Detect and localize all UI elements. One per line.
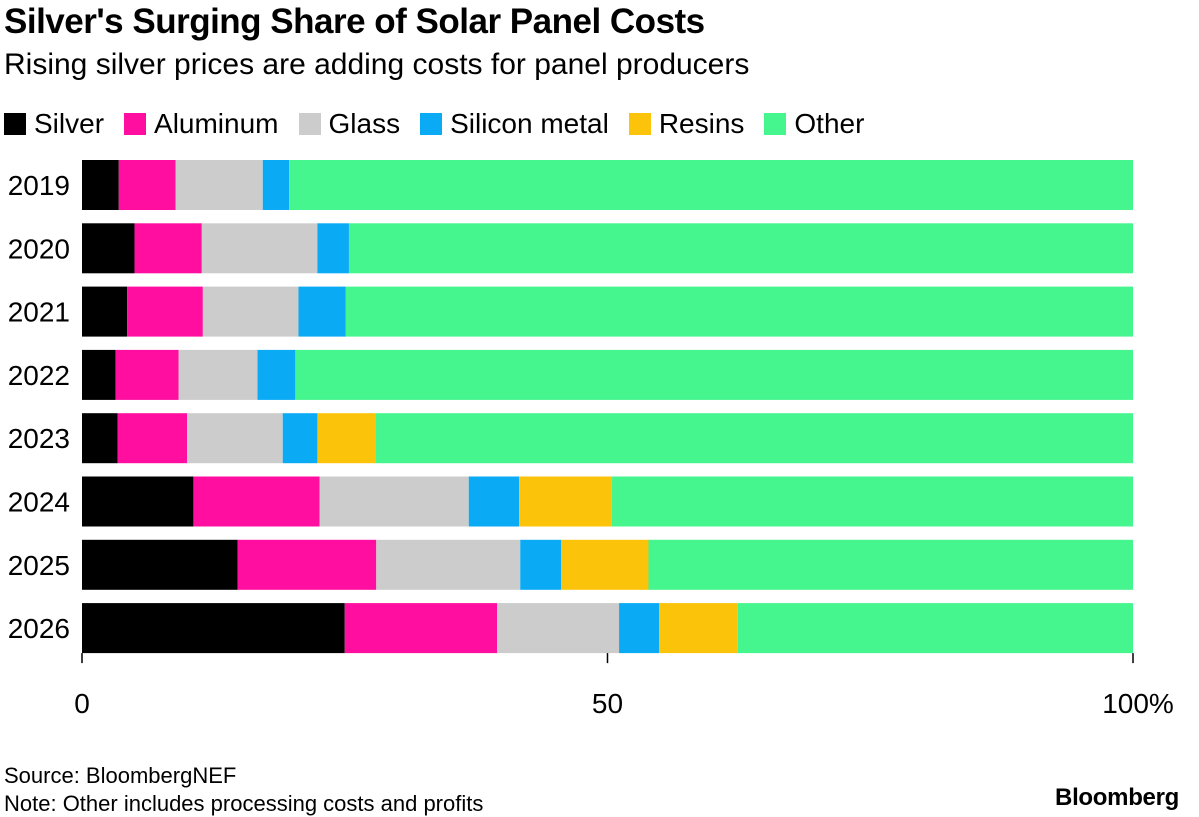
legend-label: Silver	[34, 108, 105, 139]
legend-item-silicon-metal: Silicon metal	[420, 108, 609, 140]
legend-swatch	[124, 113, 147, 135]
x-tick-label-100: 100%	[1102, 688, 1174, 719]
legend-label: Aluminum	[154, 108, 279, 139]
y-tick-label-2019: 2019	[8, 170, 70, 201]
bar-segment-other-2019	[289, 160, 1133, 210]
legend-swatch	[764, 113, 787, 135]
y-tick-label-2020: 2020	[8, 233, 70, 264]
bar-segment-other-2020	[348, 223, 1133, 274]
bar-segment-silicon-metal-2023	[282, 413, 318, 464]
bar-segment-glass-2021	[202, 286, 299, 337]
bar-segment-glass-2023	[187, 413, 283, 464]
y-tick-label-2025: 2025	[8, 550, 70, 581]
bar-segment-silicon-metal-2024	[468, 476, 520, 527]
y-tick-label-2021: 2021	[8, 297, 70, 328]
bar-segment-other-2025	[648, 539, 1133, 590]
source-text: Source: BloombergNEF	[4, 763, 237, 788]
bar-segment-aluminum-2020	[134, 223, 202, 274]
legend-item-resins: Resins	[628, 108, 745, 140]
y-tick-label-2026: 2026	[8, 613, 70, 644]
chart-title: Silver's Surging Share of Solar Panel Co…	[4, 2, 705, 41]
legend-label: Resins	[658, 108, 745, 139]
bar-segment-aluminum-2023	[117, 413, 188, 464]
bar-segment-glass-2024	[319, 476, 469, 527]
chart-subtitle: Rising silver prices are adding costs fo…	[4, 48, 750, 81]
legend-item-aluminum: Aluminum	[124, 108, 279, 140]
bloomberg-logo: Bloomberg	[1055, 784, 1179, 811]
bar-segment-glass-2020	[201, 223, 318, 274]
bar-segment-silver-2023	[82, 413, 118, 464]
bar-segment-aluminum-2021	[127, 286, 203, 337]
bar-segment-silver-2019	[82, 160, 119, 210]
legend-swatch	[4, 113, 26, 135]
bar-segment-silver-2021	[82, 286, 128, 337]
bar-segment-silver-2025	[82, 539, 238, 590]
legend-label: Other	[794, 108, 865, 139]
bar-segment-silver-2026	[82, 603, 345, 654]
bar-segment-glass-2025	[376, 539, 521, 590]
legend-swatch	[420, 113, 443, 135]
legend-swatch	[298, 113, 321, 135]
bar-segment-other-2022	[295, 349, 1134, 400]
x-tick-label-0: 0	[74, 688, 90, 719]
bar-segment-other-2021	[345, 286, 1133, 337]
bar-segment-silicon-metal-2019	[262, 160, 290, 210]
legend-item-silver: Silver	[4, 108, 104, 140]
bar-segment-aluminum-2026	[344, 603, 498, 654]
bar-segment-silver-2020	[82, 223, 135, 274]
bar-segment-resins-2026	[659, 603, 738, 654]
note-text: Note: Other includes processing costs an…	[4, 791, 484, 816]
bar-segment-silicon-metal-2025	[520, 539, 562, 590]
legend-label: Glass	[328, 108, 401, 139]
bar-segment-aluminum-2024	[193, 476, 320, 527]
legend-item-glass: Glass	[298, 108, 401, 140]
legend-item-other: Other	[764, 108, 864, 140]
y-tick-label-2023: 2023	[8, 423, 70, 454]
bar-segment-glass-2022	[178, 349, 258, 400]
bar-segment-other-2023	[375, 413, 1134, 464]
bar-segment-resins-2025	[561, 539, 649, 590]
bar-segment-silicon-metal-2021	[298, 286, 346, 337]
stacked-bar-chart: 2019 2020 2021 2022 2023 2024 2025 2026 0 50 100%	[8, 160, 1174, 719]
bar-segment-glass-2026	[497, 603, 620, 654]
legend-swatch	[628, 113, 651, 135]
bar-segment-silicon-metal-2020	[317, 223, 349, 274]
bar-segment-silver-2024	[82, 476, 194, 527]
y-tick-label-2022: 2022	[8, 360, 70, 391]
bar-segment-resins-2024	[519, 476, 612, 527]
bar-segment-silver-2022	[82, 349, 116, 400]
bar-segment-aluminum-2022	[115, 349, 179, 400]
bar-segment-other-2024	[611, 476, 1133, 527]
bar-segment-resins-2023	[317, 413, 376, 464]
y-tick-label-2024: 2024	[8, 487, 70, 518]
legend: Silver Aluminum Glass Silicon metal Resins Ot…	[4, 108, 884, 140]
bar-segment-glass-2019	[175, 160, 263, 210]
bar-segment-silicon-metal-2026	[619, 603, 659, 654]
bar-segment-other-2026	[737, 603, 1133, 654]
bar-segment-aluminum-2025	[237, 539, 377, 590]
bar-segment-aluminum-2019	[118, 160, 176, 210]
x-tick-label-50: 50	[592, 688, 623, 719]
legend-label: Silicon metal	[450, 108, 609, 139]
bar-segment-silicon-metal-2022	[257, 349, 296, 400]
